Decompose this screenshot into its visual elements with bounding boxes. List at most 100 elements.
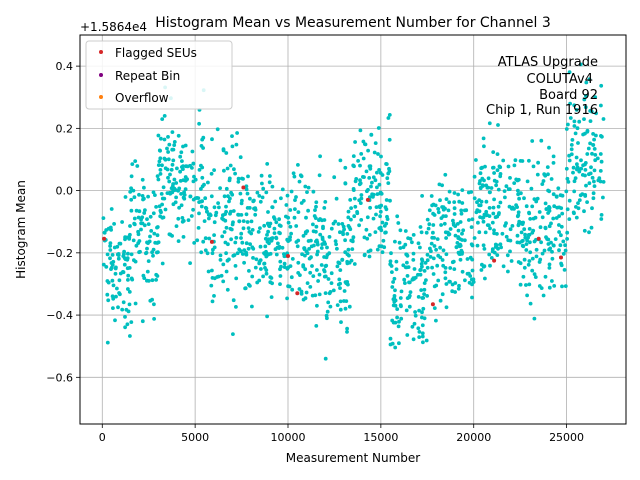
measurement-point: [311, 189, 316, 194]
measurement-point: [416, 295, 421, 299]
measurement-point: [136, 229, 141, 234]
measurement-point: [543, 225, 548, 230]
measurement-point: [457, 243, 462, 248]
measurement-point: [477, 203, 481, 208]
measurement-point: [314, 200, 319, 205]
measurement-point: [504, 184, 509, 189]
measurement-point: [512, 181, 517, 186]
measurement-point: [276, 241, 280, 246]
measurement-point: [165, 167, 170, 172]
measurement-point: [369, 184, 373, 189]
measurement-point: [531, 228, 536, 233]
measurement-point: [268, 174, 272, 178]
measurement-point: [469, 190, 474, 194]
measurement-point: [380, 220, 385, 225]
measurement-point: [565, 237, 569, 241]
measurement-point: [510, 224, 515, 228]
measurement-point: [150, 278, 155, 283]
measurement-point: [453, 290, 457, 294]
measurement-point: [132, 195, 137, 200]
measurement-point: [220, 234, 225, 239]
measurement-point: [221, 279, 226, 284]
measurement-point: [526, 262, 531, 267]
measurement-point: [522, 257, 527, 262]
measurement-point: [513, 158, 518, 163]
measurement-point: [122, 262, 127, 267]
measurement-point: [456, 286, 461, 291]
measurement-point: [192, 174, 196, 179]
measurement-point: [463, 238, 467, 243]
measurement-point: [222, 168, 226, 173]
measurement-point: [315, 268, 319, 272]
measurement-point: [320, 237, 325, 242]
measurement-point: [393, 345, 398, 350]
measurement-point: [286, 265, 291, 270]
measurement-point: [266, 210, 270, 214]
measurement-point: [581, 132, 585, 137]
measurement-point: [390, 270, 394, 274]
measurement-point: [240, 198, 244, 203]
measurement-point: [277, 217, 281, 222]
measurement-point: [517, 196, 521, 201]
measurement-point: [230, 144, 235, 149]
measurement-point: [141, 197, 145, 202]
measurement-point: [205, 209, 209, 214]
measurement-point: [470, 295, 474, 300]
measurement-point: [582, 117, 586, 121]
measurement-point: [356, 159, 360, 163]
measurement-point: [378, 214, 382, 219]
measurement-point: [522, 265, 527, 270]
annotation-line: COLUTAv4: [527, 72, 593, 87]
measurement-point: [181, 219, 186, 223]
measurement-point: [493, 215, 498, 220]
measurement-point: [143, 208, 147, 213]
measurement-point: [549, 177, 554, 181]
measurement-point: [457, 283, 461, 288]
measurement-point: [345, 252, 350, 257]
measurement-point: [181, 164, 186, 169]
measurement-point: [488, 226, 492, 231]
measurement-point: [583, 105, 588, 110]
measurement-point: [180, 159, 184, 164]
measurement-point: [272, 226, 277, 231]
measurement-point: [127, 302, 132, 307]
measurement-point: [218, 186, 223, 191]
measurement-point: [215, 275, 220, 279]
measurement-point: [574, 108, 579, 112]
measurement-point: [586, 146, 591, 151]
measurement-point: [405, 296, 410, 300]
measurement-point: [222, 194, 227, 199]
measurement-point: [364, 227, 369, 232]
measurement-point: [460, 269, 465, 274]
measurement-point: [349, 258, 354, 263]
measurement-point: [179, 192, 184, 196]
measurement-point: [600, 134, 604, 139]
measurement-point: [601, 180, 606, 184]
measurement-point: [174, 195, 179, 200]
measurement-point: [129, 186, 134, 191]
measurement-point: [155, 233, 160, 238]
measurement-point: [498, 174, 503, 179]
y-axis-offset-label: +1.5864e4: [80, 20, 147, 34]
measurement-point: [323, 200, 328, 204]
measurement-point: [165, 146, 169, 151]
measurement-point: [567, 217, 572, 222]
measurement-point: [148, 234, 152, 239]
measurement-point: [233, 264, 238, 268]
measurement-point: [105, 292, 110, 297]
measurement-point: [498, 200, 503, 205]
measurement-point: [250, 228, 255, 232]
measurement-point: [452, 206, 457, 211]
measurement-point: [253, 212, 258, 217]
measurement-point: [251, 246, 256, 251]
measurement-point: [572, 119, 577, 124]
measurement-point: [362, 253, 367, 258]
measurement-point: [166, 157, 171, 162]
measurement-point: [110, 253, 115, 257]
measurement-point: [411, 233, 416, 237]
measurement-point: [557, 248, 561, 253]
measurement-point: [495, 168, 500, 173]
measurement-point: [357, 182, 362, 187]
measurement-point: [140, 221, 145, 226]
measurement-point: [229, 227, 234, 232]
